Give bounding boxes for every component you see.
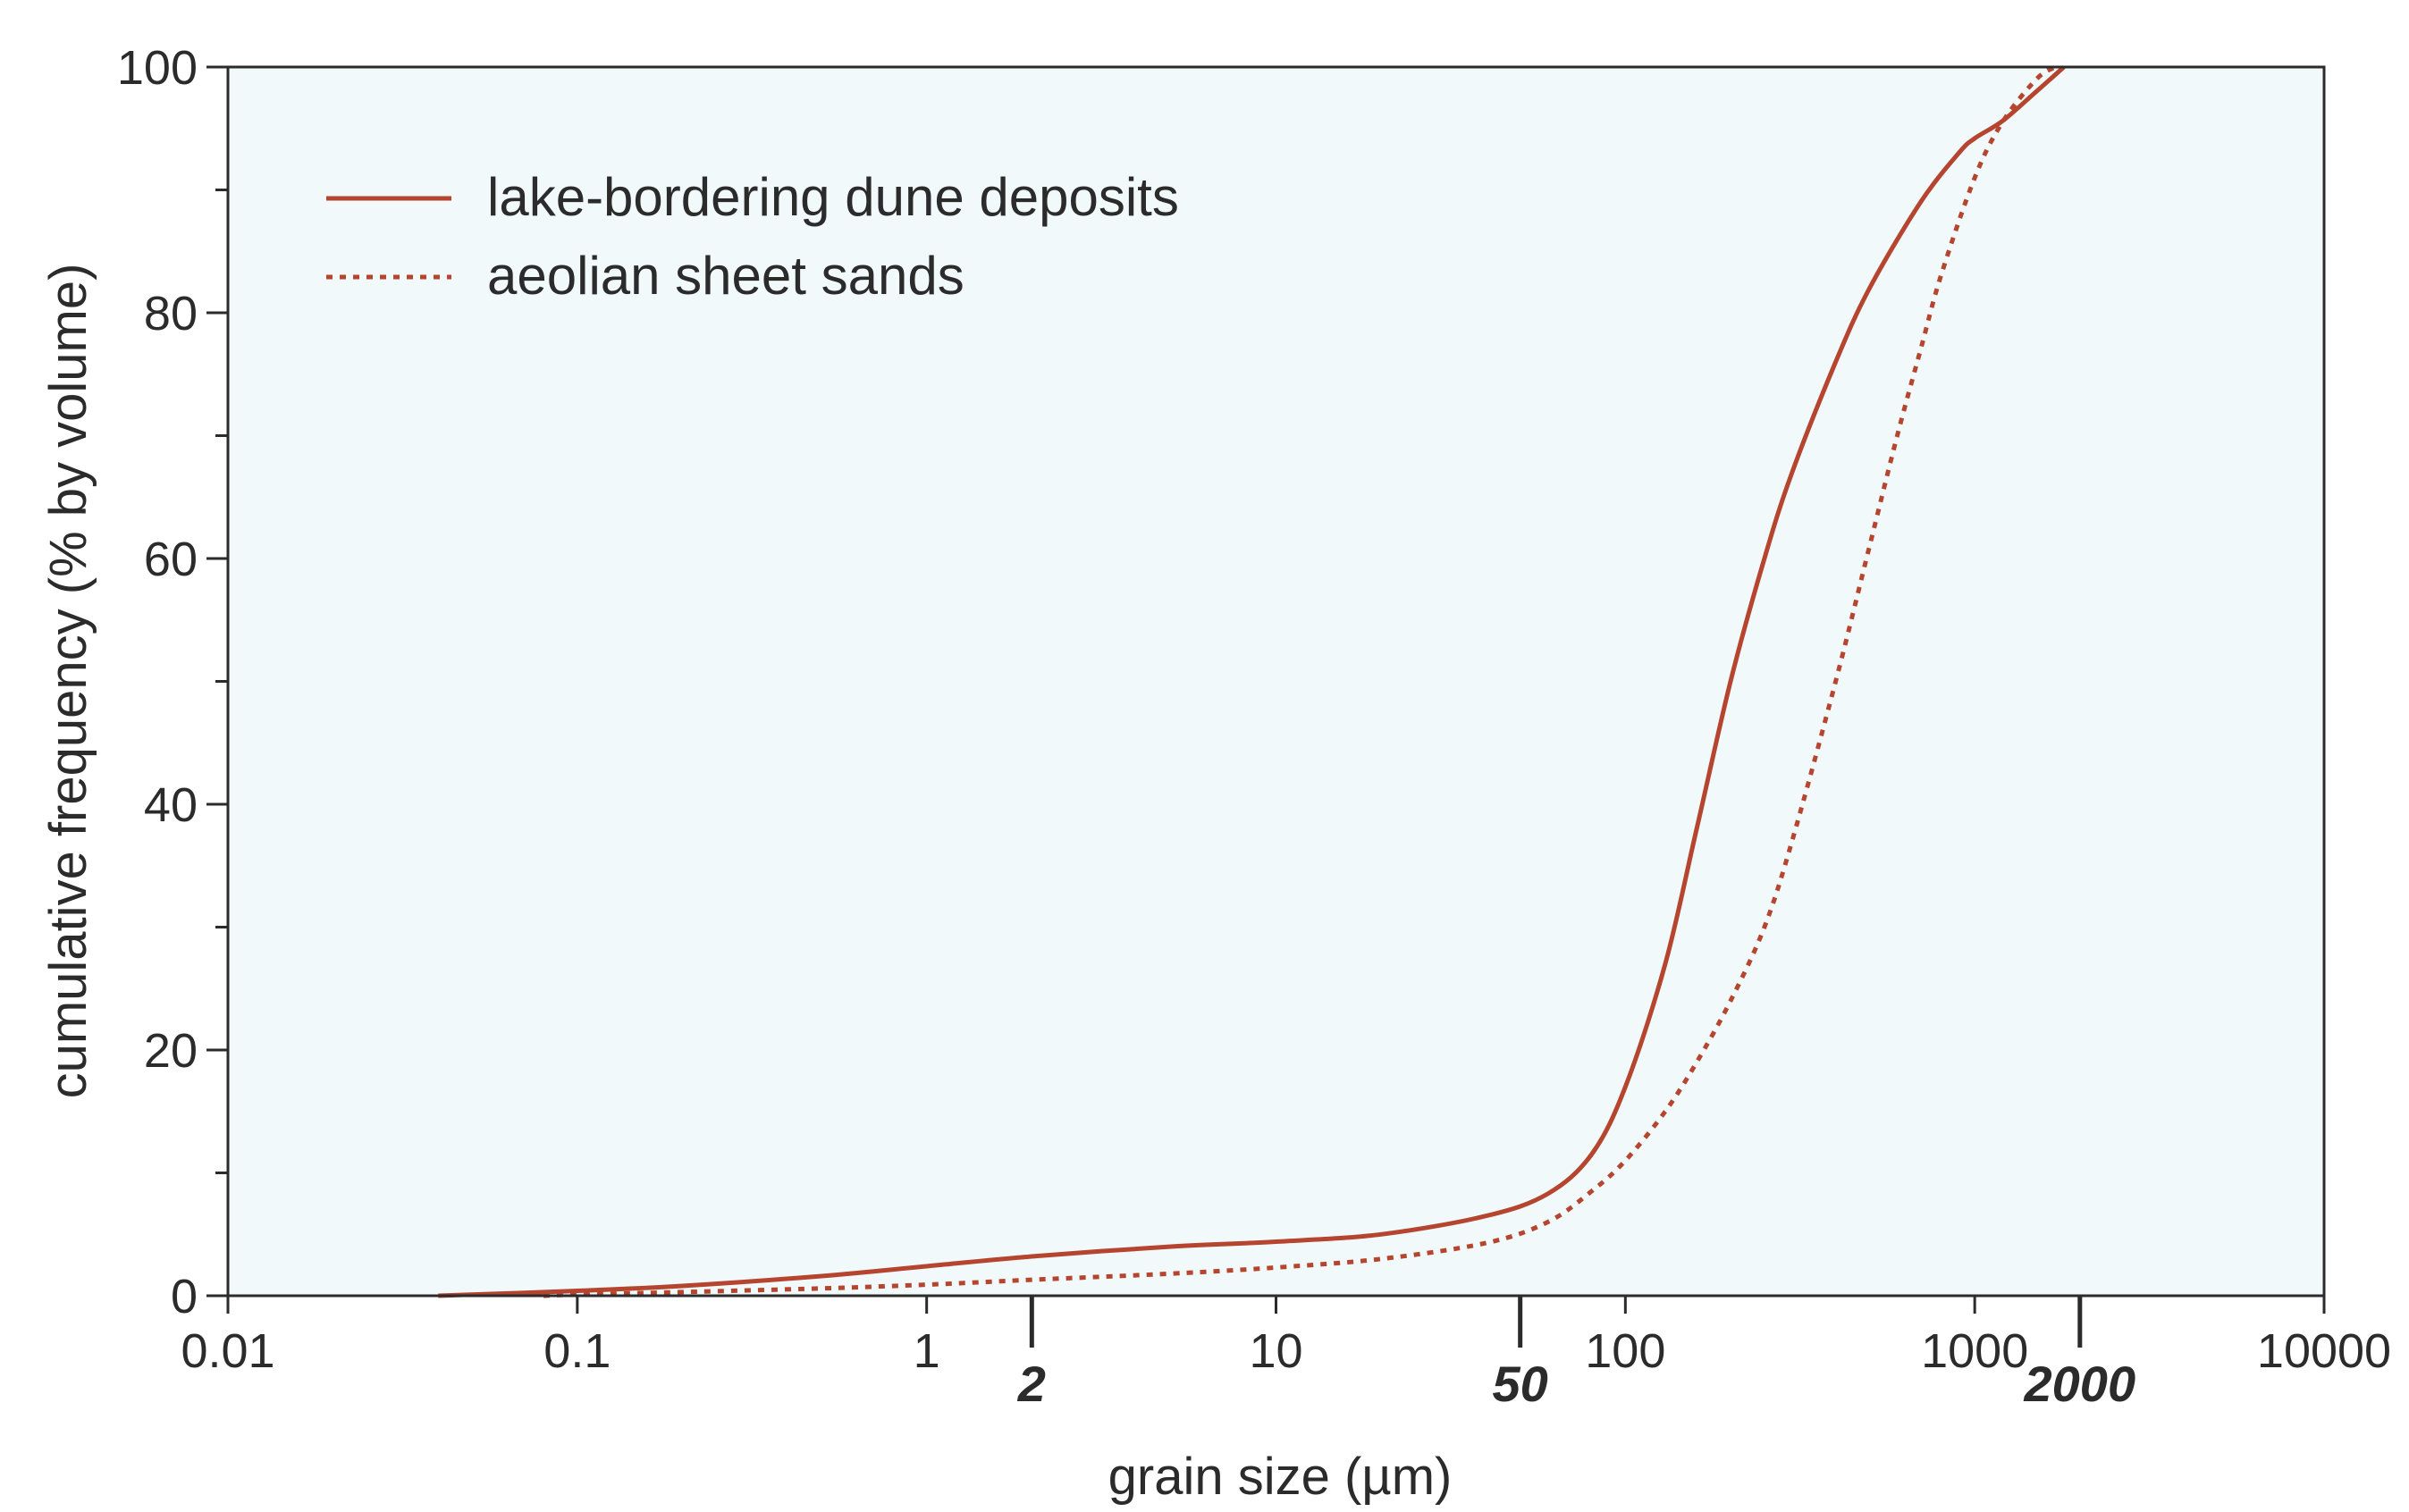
x-special-tick-label: 2000 xyxy=(2024,1356,2136,1412)
series-lines xyxy=(438,64,2066,1298)
series-line-sheet-sands xyxy=(543,64,2057,1298)
x-tick-label: 1000 xyxy=(1921,1324,2028,1378)
x-special-tick-label: 50 xyxy=(1493,1356,1548,1412)
y-tick-label: 100 xyxy=(117,41,198,95)
plot-background xyxy=(228,67,2324,1296)
y-axis-title: cumulative frequency (% by volume) xyxy=(39,264,97,1099)
y-tick-label: 20 xyxy=(144,1024,198,1078)
x-tick-label: 10 xyxy=(1249,1324,1302,1378)
x-tick-label: 0.01 xyxy=(181,1324,274,1378)
tick-labels: 0 20 40 60 80 100 0.01 0.1 1 10 100 1000 10000 2 50 200… xyxy=(117,41,2391,1412)
legend-label-sheet-sands: aeolian sheet sands xyxy=(487,246,964,306)
tick-marks xyxy=(206,65,2326,1348)
legend: lake-bordering dune deposits aeolian she… xyxy=(326,167,1179,306)
plot-frame xyxy=(226,65,2326,1298)
x-tick-label: 1 xyxy=(914,1324,940,1378)
y-tick-label: 40 xyxy=(144,778,198,832)
x-tick-label: 10000 xyxy=(2257,1324,2391,1378)
y-tick-label: 60 xyxy=(144,533,198,586)
legend-label-dune: lake-bordering dune deposits xyxy=(487,167,1179,227)
x-tick-label: 0.1 xyxy=(543,1324,611,1378)
y-tick-label: 80 xyxy=(144,287,198,340)
x-special-tick-label: 2 xyxy=(1017,1356,1046,1412)
x-axis-title: grain size (µm) xyxy=(1108,1448,1453,1506)
series-line-dune-deposits xyxy=(438,65,2066,1298)
y-tick-label: 0 xyxy=(171,1270,198,1323)
x-tick-label: 100 xyxy=(1585,1324,1665,1378)
